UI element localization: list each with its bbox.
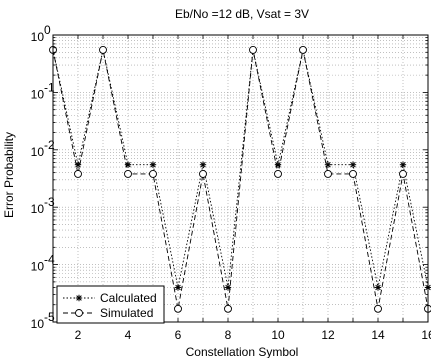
calculated-point (324, 161, 332, 168)
series-layer (49, 45, 431, 313)
y-tick-label-exponent: -2 (44, 138, 55, 152)
y-tick-label: 10 (31, 202, 45, 216)
y-tick-label: 10 (31, 317, 45, 331)
x-tick-label: 10 (271, 328, 285, 342)
simulated-point (124, 169, 132, 178)
x-tick-label: 2 (75, 328, 82, 342)
calculated-point (74, 161, 82, 168)
simulated-point (99, 45, 107, 54)
legend-label: Simulated (100, 306, 153, 320)
calculated-point (124, 161, 132, 168)
y-tick-label: 10 (31, 30, 45, 44)
simulated-point (199, 169, 207, 178)
plot-frame (52, 34, 429, 323)
y-tick-label: 10 (31, 87, 45, 101)
simulated-series-line (52, 49, 429, 309)
calculated-point (374, 284, 382, 291)
simulated-point (249, 45, 257, 54)
simulated-point (324, 169, 332, 178)
simulated-point (299, 45, 307, 54)
x-axis-title: Constellation Symbol (186, 345, 299, 358)
calculated-point (75, 294, 83, 302)
chart-title: Eb/No =12 dB, Vsat = 3V (175, 7, 309, 21)
y-tick-label-exponent: 0 (44, 23, 51, 37)
tick-labels: 24681012141610010-110-210-310-410-5 (31, 23, 431, 342)
y-tick-label-exponent: -3 (44, 195, 55, 209)
simulated-point (349, 169, 357, 178)
calculated-point (149, 161, 157, 168)
y-tick-label-exponent: -4 (44, 253, 55, 267)
calculated-point (399, 161, 407, 168)
simulated-point (174, 304, 182, 313)
grid (53, 35, 428, 322)
y-tick-label: 10 (31, 260, 45, 274)
x-tick-label: 16 (421, 328, 431, 342)
y-axis-title: Error Probability (2, 132, 16, 218)
calculated-point (199, 161, 207, 168)
x-tick-label: 14 (371, 328, 385, 342)
y-tick-label: 10 (31, 145, 45, 159)
simulated-point (75, 309, 83, 317)
simulated-point (399, 169, 407, 178)
x-tick-label: 6 (175, 328, 182, 342)
simulated-point (74, 169, 82, 178)
calculated-point (349, 161, 357, 168)
legend-box (56, 285, 165, 324)
calculated-series-line (52, 49, 429, 288)
x-tick-label: 4 (125, 328, 132, 342)
x-tick-label: 8 (225, 328, 232, 342)
simulated-point (149, 169, 157, 178)
simulated-point (224, 304, 232, 313)
y-tick-label-exponent: -5 (44, 310, 55, 324)
y-tick-label-exponent: -1 (44, 80, 55, 94)
simulated-point (374, 304, 382, 313)
calculated-point (174, 284, 182, 291)
simulated-point (274, 169, 282, 178)
x-tick-label: 12 (321, 328, 335, 342)
legend-label: Calculated (100, 291, 157, 305)
